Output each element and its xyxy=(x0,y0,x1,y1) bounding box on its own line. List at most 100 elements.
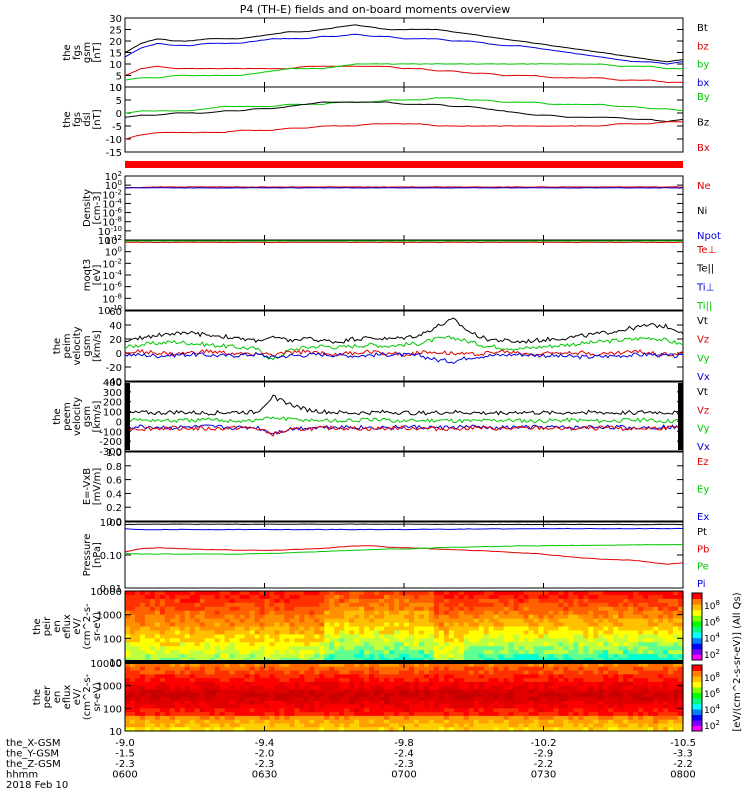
spectrogram-cell xyxy=(548,598,555,604)
spectrogram-cell xyxy=(164,614,171,620)
spectrogram-cell xyxy=(264,708,271,713)
y-tick-label: 0.0 xyxy=(106,517,122,528)
spectrogram-cell xyxy=(194,634,201,639)
spectrogram-cell xyxy=(349,650,355,655)
spectrogram-cell xyxy=(608,704,614,709)
spectrogram-cell xyxy=(653,697,659,702)
y-axis-label: eV/ xyxy=(72,688,83,705)
spectrogram-cell xyxy=(199,614,206,620)
spectrogram-cell xyxy=(518,697,525,702)
spectrogram-cell xyxy=(658,622,664,628)
spectrogram-cell xyxy=(663,638,669,643)
spectrogram-cell xyxy=(284,727,291,732)
spectrogram-cell xyxy=(154,606,161,612)
spectrogram-cell xyxy=(648,719,654,725)
spectrogram-cell xyxy=(523,634,530,639)
spectrogram-cell xyxy=(229,715,236,721)
spectrogram-cell xyxy=(623,642,629,647)
spectrogram-cell xyxy=(299,654,305,659)
spectrogram-cell xyxy=(349,723,355,728)
spectrogram-cell xyxy=(478,704,485,709)
spectrogram-cell xyxy=(563,650,570,655)
spectrogram-cell xyxy=(229,693,236,698)
spectrogram-cell xyxy=(229,594,236,600)
spectrogram-cell xyxy=(234,642,241,647)
spectrogram-cell xyxy=(319,618,325,624)
spectrogram-cell xyxy=(314,626,320,632)
spectrogram-cell xyxy=(125,646,131,651)
spectrogram-cell xyxy=(299,606,305,612)
spectrogram-cell xyxy=(438,602,445,608)
spectrogram-column xyxy=(418,591,425,663)
y-tick-label: 100 xyxy=(103,634,122,645)
spectrogram-cell xyxy=(633,606,639,612)
spectrogram-cell xyxy=(209,642,216,647)
spectrogram-cell xyxy=(159,638,166,643)
spectrogram-column xyxy=(473,663,480,732)
spectrogram-cell xyxy=(374,674,380,679)
spectrogram-cell xyxy=(653,622,659,628)
y-tick-label: 25 xyxy=(109,26,122,37)
spectrogram-cell xyxy=(319,727,325,732)
spectrogram-cell xyxy=(234,646,241,651)
spectrogram-cell xyxy=(164,708,171,713)
spectrogram-column xyxy=(404,591,410,663)
spectrogram-cell xyxy=(379,598,385,604)
spectrogram-cell xyxy=(588,708,594,713)
spectrogram-cell xyxy=(354,704,360,709)
spectrogram-column xyxy=(528,663,535,732)
spectrogram-cell xyxy=(224,650,231,655)
spectrogram-cell xyxy=(219,712,226,717)
spectrogram-cell xyxy=(359,602,365,608)
spectrogram-cell xyxy=(334,723,340,728)
spectrogram-cell xyxy=(329,723,335,728)
spectrogram-cell xyxy=(304,723,310,728)
spectrogram-cell xyxy=(159,602,166,608)
spectrogram-cell xyxy=(269,689,276,694)
spectrogram-column xyxy=(503,663,510,732)
spectrogram-cell xyxy=(533,642,540,647)
spectrogram-cell xyxy=(578,610,584,616)
spectrogram-cell xyxy=(404,610,410,616)
spectrogram-cell xyxy=(294,723,300,728)
spectrogram-cell xyxy=(264,719,271,725)
spectrogram-cell xyxy=(294,715,300,721)
y-tick-label: 1.00 xyxy=(100,518,122,529)
spectrogram-cell xyxy=(658,614,664,620)
spectrogram-cell xyxy=(498,591,505,596)
spectrogram-cell xyxy=(638,715,644,721)
spectrogram-cell xyxy=(453,712,460,717)
spectrogram-cell xyxy=(319,626,325,632)
y-tick-label: 400 xyxy=(103,378,122,389)
spectrogram-cell xyxy=(528,622,535,628)
y-tick-label: 300 xyxy=(103,388,122,399)
spectrogram-cell xyxy=(503,727,510,732)
spectrogram-cell xyxy=(169,674,176,679)
spectrogram-cell xyxy=(453,622,460,628)
y-tick-label: 200 xyxy=(103,398,122,409)
spectrogram-cell xyxy=(254,634,261,639)
spectrogram-cell xyxy=(209,700,216,706)
y-tick-label: 100 xyxy=(105,179,122,192)
spectrogram-cell xyxy=(483,614,490,620)
spectrogram-cell xyxy=(189,704,196,709)
spectrogram-cell xyxy=(169,638,176,643)
spectrogram-cell xyxy=(593,642,599,647)
spectrogram-cell xyxy=(399,670,405,675)
spectrogram-cell xyxy=(384,591,390,596)
spectrogram-cell xyxy=(144,638,151,643)
y-axis-label: sr-eV) xyxy=(92,682,103,711)
spectrogram-cell xyxy=(389,614,395,620)
spectrogram-cell xyxy=(558,634,565,639)
spectrogram-cell xyxy=(668,646,674,651)
spectrogram-cell xyxy=(523,719,530,725)
spectrogram-cell xyxy=(229,638,236,643)
spectrogram-cell xyxy=(304,685,310,691)
spectrogram-cell xyxy=(354,685,360,691)
spectrogram-cell xyxy=(354,693,360,698)
legend-Vz: Vz xyxy=(697,405,709,416)
spectrogram-cell xyxy=(593,594,599,600)
spectrogram-cell xyxy=(379,719,385,725)
spectrogram-cell xyxy=(284,646,291,651)
spectrogram-cell xyxy=(628,666,634,672)
